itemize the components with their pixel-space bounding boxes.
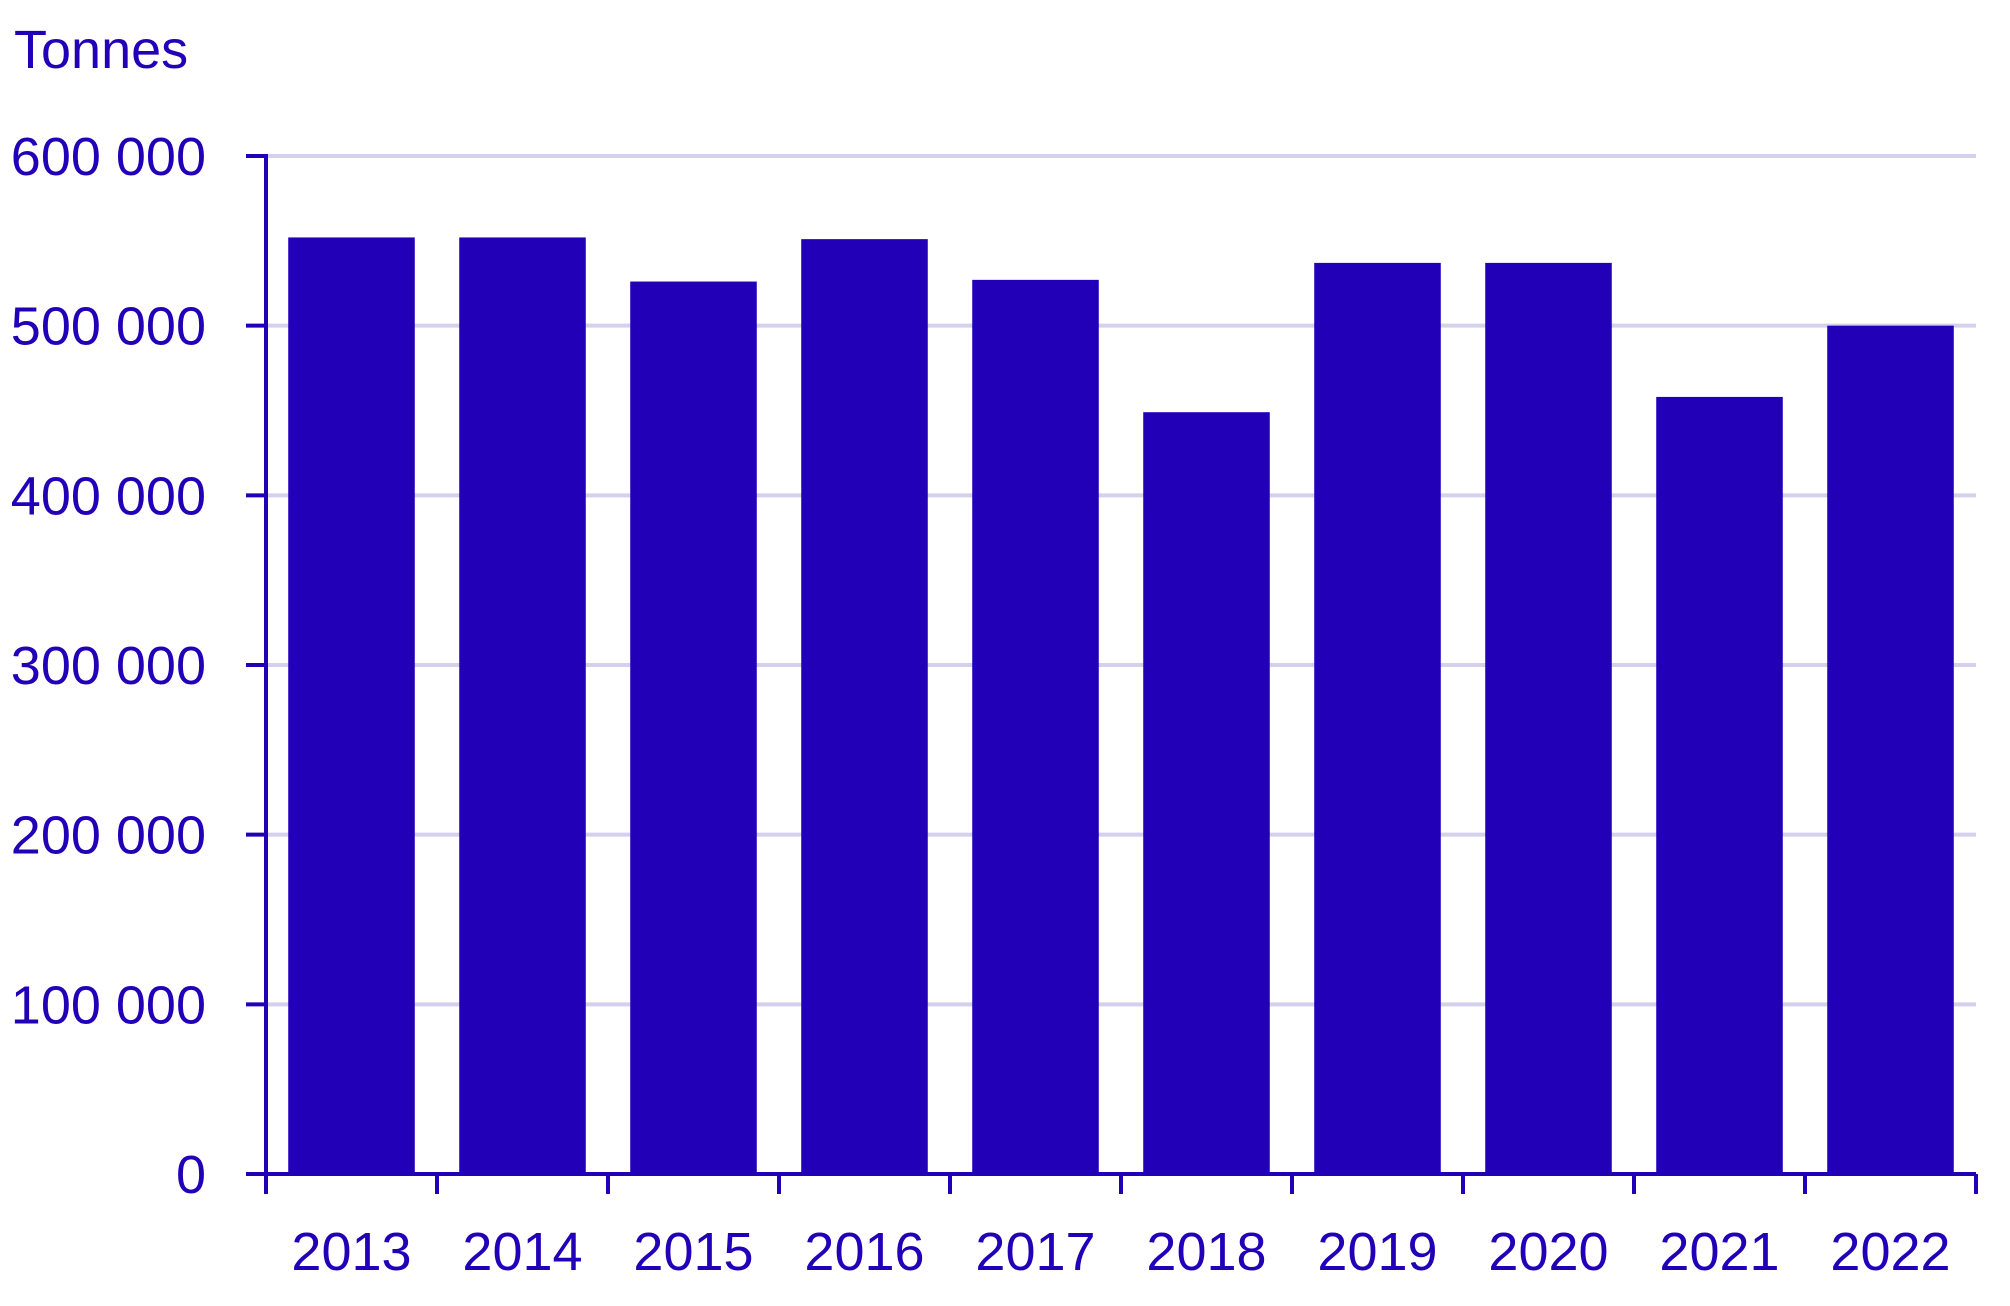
- x-tick-label: 2014: [462, 1222, 582, 1282]
- bar-2014: [459, 237, 586, 1174]
- bar-2022: [1827, 325, 1954, 1175]
- axes: [246, 154, 1978, 1194]
- bar-2021: [1656, 396, 1783, 1175]
- x-tick-label: 2015: [633, 1222, 753, 1282]
- y-tick-label: 500 000: [11, 297, 206, 357]
- bar-2020: [1485, 262, 1612, 1174]
- y-tick-label: 0: [176, 1145, 206, 1205]
- x-tick-label: 2019: [1317, 1222, 1437, 1282]
- x-tick-label: 2018: [1146, 1222, 1266, 1282]
- y-tick-label: 100 000: [11, 975, 206, 1035]
- y-tick-label: 200 000: [11, 806, 206, 866]
- x-tick-labels: 2013 2014 2015 2016 2017 2018 2019 2020 2021 2022: [291, 1222, 1950, 1282]
- bar-2018: [1143, 412, 1270, 1174]
- bar-2017: [972, 279, 1099, 1174]
- x-tick-label: 2017: [975, 1222, 1095, 1282]
- bar-2019: [1314, 262, 1441, 1174]
- x-tick-label: 2021: [1659, 1222, 1779, 1282]
- y-tick-labels: 0 100 000 200 000 300 000 400 000 500 000 600 …: [11, 127, 206, 1205]
- bars: [288, 237, 1954, 1175]
- x-tick-label: 2020: [1488, 1222, 1608, 1282]
- y-axis-unit-label: Tonnes: [14, 20, 188, 80]
- bar-2015: [630, 281, 757, 1174]
- x-tick-label: 2016: [804, 1222, 924, 1282]
- bar-2013: [288, 237, 415, 1174]
- bar-2016: [801, 239, 928, 1175]
- y-tick-label: 400 000: [11, 466, 206, 526]
- x-tick-label: 2013: [291, 1222, 411, 1282]
- x-tick-label: 2022: [1830, 1222, 1950, 1282]
- y-tick-label: 300 000: [11, 636, 206, 696]
- y-tick-label: 600 000: [11, 127, 206, 187]
